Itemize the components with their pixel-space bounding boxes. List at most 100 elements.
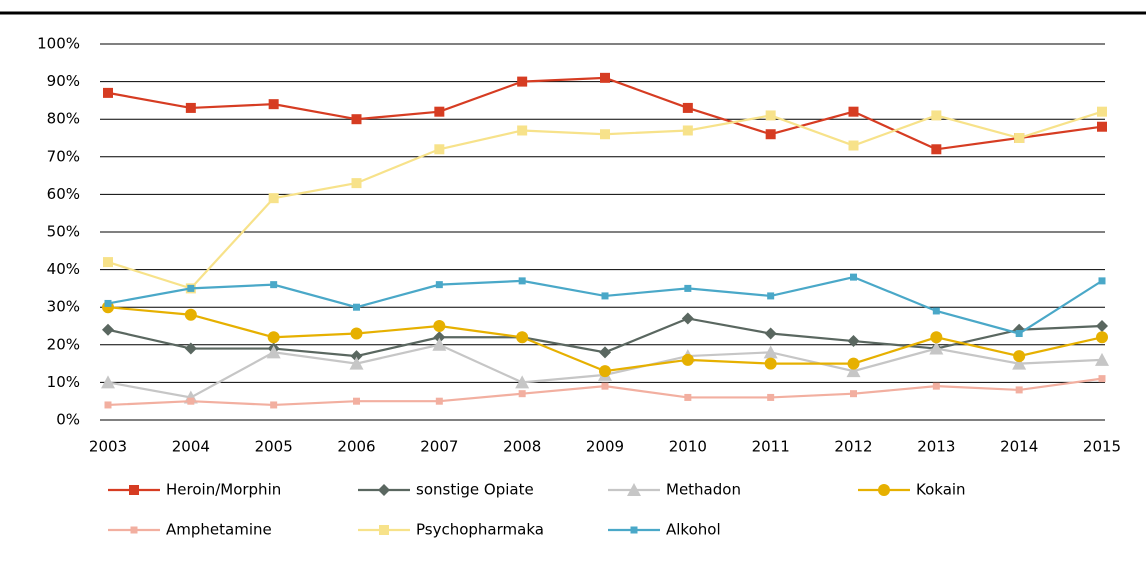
legend-marker [130,526,138,534]
x-tick-label: 2007 [420,438,458,456]
y-tick-label: 60% [47,185,80,203]
data-point [764,327,777,340]
x-tick-label: 2006 [337,438,375,456]
data-point [270,281,278,289]
data-point [932,382,940,390]
data-point [102,323,114,336]
data-point [931,110,942,121]
data-point [764,357,777,370]
data-point [930,331,943,344]
data-point [847,357,860,370]
data-point [684,284,692,292]
data-point [600,129,610,140]
data-point [185,102,196,113]
data-point [681,312,694,325]
data-point [350,350,363,363]
data-point [1098,375,1106,383]
x-tick-label: 2012 [834,438,872,456]
series-line [107,275,1103,335]
data-point [434,106,445,117]
y-tick-label: 0% [56,411,80,429]
data-point [848,106,859,117]
legend-label: Kokain [916,481,966,499]
data-point [763,345,778,359]
x-tick-label: 2013 [917,438,955,456]
data-point [850,273,857,281]
x-tick-label: 2010 [669,438,707,456]
y-tick-label: 30% [47,298,80,316]
data-point [847,335,860,348]
x-tick-label: 2008 [503,438,541,456]
y-tick-label: 90% [47,72,80,90]
legend-label: sonstige Opiate [416,481,534,499]
data-point [516,331,529,344]
data-point [1096,320,1108,332]
data-point [601,292,609,300]
legend-marker [878,484,890,496]
data-point [1014,133,1025,143]
data-point [850,390,857,398]
data-point [931,144,942,155]
data-point [187,397,195,405]
x-tick-label: 2014 [1000,438,1038,456]
data-point [932,307,940,315]
data-point [184,342,197,355]
data-point [184,308,197,321]
data-point [599,346,611,359]
data-point [104,299,112,307]
x-tick-label: 2011 [752,438,790,456]
data-point [433,320,446,332]
data-point [515,375,530,389]
data-point [1097,121,1107,132]
legend-marker [627,483,641,496]
y-tick-label: 10% [47,373,80,391]
data-point [433,331,446,344]
data-point [266,345,281,359]
data-point [517,76,528,87]
data-point [350,327,363,340]
data-point [353,397,360,405]
data-point [1012,356,1027,370]
data-point [846,364,861,378]
legend-label: Alkohol [666,521,721,539]
legend-label: Amphetamine [166,521,272,539]
data-point [349,356,364,370]
data-point [767,292,775,300]
data-point [268,193,279,204]
data-point [435,281,443,289]
data-point [187,284,195,292]
data-point [270,401,278,409]
legend-label: Methadon [666,481,741,499]
y-tick-label: 100% [37,35,80,53]
data-point [1096,331,1108,344]
data-point [351,178,362,189]
legend-marker [630,526,638,534]
y-tick-label: 50% [47,223,80,241]
legend-marker [379,525,389,535]
data-point [351,114,362,125]
x-tick-label: 2005 [255,438,293,456]
data-point [435,397,443,405]
data-point [765,129,776,140]
legend-marker [378,484,390,496]
data-point [1015,386,1023,394]
data-point [767,393,775,401]
y-tick-label: 70% [47,147,80,165]
x-tick-label: 2003 [89,438,127,456]
x-tick-label: 2004 [172,438,210,456]
data-point [518,277,526,285]
legend-marker [129,485,139,495]
data-point [1015,330,1023,338]
data-point [1098,277,1106,285]
y-tick-label: 20% [47,335,80,353]
y-tick-label: 40% [47,260,80,278]
data-point [765,110,776,121]
data-point [848,140,859,151]
data-point [601,382,609,390]
data-point [432,337,447,351]
data-point [600,72,610,83]
data-point [684,393,692,401]
data-point [101,375,115,389]
data-point [518,390,526,398]
